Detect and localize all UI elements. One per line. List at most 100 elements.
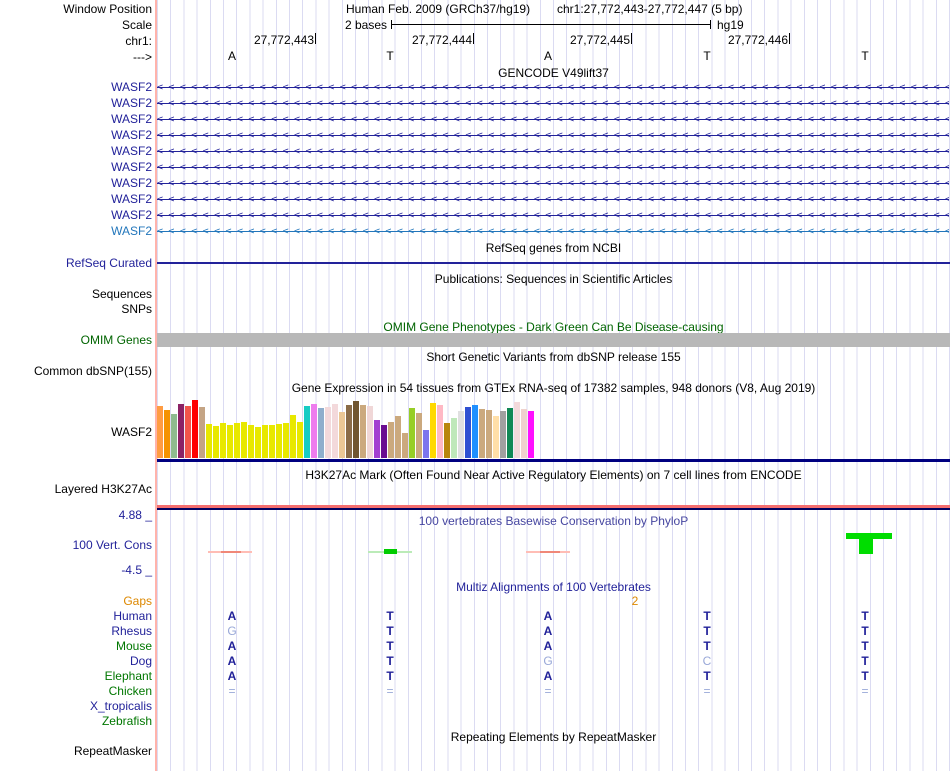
gtex-tissue-bar[interactable]	[332, 404, 338, 458]
gene-intron-arrows[interactable]: <<<<<<<<<<<<<<<<<<<<<<<<<<<<<<<<<<<<<<<<…	[157, 178, 949, 189]
gene-label[interactable]: WASF2	[111, 160, 152, 174]
aln-base-rhesus[interactable]: A	[543, 624, 553, 638]
gene-label[interactable]: WASF2	[111, 208, 152, 222]
multiz-species-dog[interactable]: Dog	[129, 654, 152, 668]
repeatmasker-track-title[interactable]: Repeating Elements by RepeatMasker	[450, 730, 657, 744]
gtex-tissue-bar[interactable]	[290, 415, 296, 458]
aln-base-human[interactable]: T	[386, 609, 394, 623]
gtex-tissue-bar[interactable]	[367, 406, 373, 458]
gtex-tissue-bar[interactable]	[234, 423, 240, 458]
gtex-tissue-bar[interactable]	[227, 425, 233, 458]
gtex-tissue-bar[interactable]	[185, 406, 191, 458]
gtex-tissue-bar[interactable]	[402, 433, 408, 458]
phylop-mark-pos-bar-top[interactable]	[846, 533, 892, 539]
omim-gene-bar[interactable]	[157, 333, 950, 347]
gtex-tissue-bar[interactable]	[178, 404, 184, 458]
gtex-tissue-bar[interactable]	[304, 406, 310, 458]
gtex-tissue-bar[interactable]	[381, 425, 387, 458]
gtex-tissue-bar[interactable]	[220, 423, 226, 458]
aln-base-human[interactable]: A	[227, 609, 237, 623]
aln-base-chicken[interactable]: =	[703, 684, 711, 698]
gencode-gene-row[interactable]: WASF2 <<<<<<<<<<<<<<<<<<<<<<<<<<<<<<<<<<<…	[0, 176, 950, 191]
aln-base-rhesus[interactable]: G	[227, 624, 237, 638]
multiz-track-title[interactable]: Multiz Alignments of 100 Vertebrates	[456, 580, 651, 594]
aln-base-elephant[interactable]: T	[861, 669, 869, 683]
gencode-gene-row[interactable]: WASF2 <<<<<<<<<<<<<<<<<<<<<<<<<<<<<<<<<<<…	[0, 96, 950, 111]
gtex-tissue-bar[interactable]	[430, 403, 436, 458]
aln-base-human[interactable]: T	[703, 609, 711, 623]
aln-base-chicken[interactable]: =	[544, 684, 552, 698]
gencode-gene-row[interactable]: WASF2 <<<<<<<<<<<<<<<<<<<<<<<<<<<<<<<<<<<…	[0, 160, 950, 175]
aln-base-human[interactable]: A	[543, 609, 553, 623]
gencode-gene-row[interactable]: WASF2 <<<<<<<<<<<<<<<<<<<<<<<<<<<<<<<<<<<…	[0, 112, 950, 127]
aln-base-dog[interactable]: T	[386, 654, 394, 668]
gene-intron-arrows[interactable]: <<<<<<<<<<<<<<<<<<<<<<<<<<<<<<<<<<<<<<<<…	[157, 98, 949, 109]
gtex-tissue-bar[interactable]	[458, 411, 464, 458]
phylop-mark-neg-dash-core-1[interactable]	[221, 551, 241, 553]
gtex-tissue-bar[interactable]	[199, 407, 205, 458]
base-letter[interactable]: A	[543, 49, 552, 63]
gtex-expression-barchart[interactable]	[157, 396, 950, 458]
gtex-tissue-bar[interactable]	[423, 430, 429, 458]
gtex-tissue-bar[interactable]	[360, 405, 366, 458]
gene-intron-arrows[interactable]: <<<<<<<<<<<<<<<<<<<<<<<<<<<<<<<<<<<<<<<<…	[157, 162, 949, 173]
gencode-gene-row[interactable]: WASF2 <<<<<<<<<<<<<<<<<<<<<<<<<<<<<<<<<<<…	[0, 192, 950, 207]
multiz-species-mouse[interactable]: Mouse	[115, 639, 152, 653]
dbsnp-track-title[interactable]: Short Genetic Variants from dbSNP releas…	[426, 350, 681, 364]
layered-h3k27ac-label[interactable]: Layered H3K27Ac	[54, 482, 152, 496]
base-letter[interactable]: A	[227, 49, 236, 63]
snps-label[interactable]: SNPs	[121, 302, 152, 316]
h3k27ac-track-title[interactable]: H3K27Ac Mark (Often Found Near Active Re…	[305, 468, 802, 482]
phylop-mark-pos-bar-stem[interactable]	[859, 539, 873, 554]
aln-base-human[interactable]: T	[861, 609, 869, 623]
gencode-gene-row[interactable]: WASF2 <<<<<<<<<<<<<<<<<<<<<<<<<<<<<<<<<<<…	[0, 224, 950, 239]
gtex-tissue-bar[interactable]	[472, 405, 478, 458]
gene-intron-arrows[interactable]: <<<<<<<<<<<<<<<<<<<<<<<<<<<<<<<<<<<<<<<<…	[157, 210, 949, 221]
gencode-gene-row[interactable]: WASF2 <<<<<<<<<<<<<<<<<<<<<<<<<<<<<<<<<<<…	[0, 144, 950, 159]
gtex-tissue-bar[interactable]	[444, 423, 450, 458]
gtex-tissue-bar[interactable]	[339, 412, 345, 458]
aln-base-elephant[interactable]: T	[386, 669, 394, 683]
gene-intron-arrows[interactable]: <<<<<<<<<<<<<<<<<<<<<<<<<<<<<<<<<<<<<<<<…	[157, 146, 949, 157]
aln-base-dog[interactable]: T	[861, 654, 869, 668]
gene-intron-arrows[interactable]: <<<<<<<<<<<<<<<<<<<<<<<<<<<<<<<<<<<<<<<<…	[157, 226, 949, 237]
gtex-tissue-bar[interactable]	[248, 425, 254, 458]
repeatmasker-label[interactable]: RepeatMasker	[73, 744, 152, 758]
aln-base-mouse[interactable]: A	[227, 639, 237, 653]
gene-label[interactable]: WASF2	[111, 192, 152, 206]
gene-intron-arrows[interactable]: <<<<<<<<<<<<<<<<<<<<<<<<<<<<<<<<<<<<<<<<…	[157, 82, 949, 93]
aln-base-elephant[interactable]: A	[543, 669, 553, 683]
gtex-tissue-bar[interactable]	[500, 411, 506, 458]
gene-label[interactable]: WASF2	[111, 176, 152, 190]
aln-base-chicken[interactable]: =	[861, 684, 869, 698]
multiz-species-human[interactable]: Human	[113, 609, 152, 623]
aln-base-mouse[interactable]: A	[543, 639, 553, 653]
gtex-tissue-bar[interactable]	[297, 422, 303, 458]
gtex-tissue-bar[interactable]	[346, 405, 352, 458]
gtex-tissue-bar[interactable]	[325, 407, 331, 458]
refseq-gene-line[interactable]	[157, 262, 950, 264]
gtex-tissue-bar[interactable]	[395, 416, 401, 458]
gtex-tissue-bar[interactable]	[157, 406, 163, 458]
gene-intron-arrows[interactable]: <<<<<<<<<<<<<<<<<<<<<<<<<<<<<<<<<<<<<<<<…	[157, 114, 949, 125]
multiz-species-chicken[interactable]: Chicken	[108, 684, 152, 698]
gene-label[interactable]: WASF2	[111, 80, 152, 94]
gene-intron-arrows[interactable]: <<<<<<<<<<<<<<<<<<<<<<<<<<<<<<<<<<<<<<<<…	[157, 130, 949, 141]
multiz-species-rhesus[interactable]: Rhesus	[111, 624, 152, 638]
gtex-gene-label[interactable]: WASF2	[111, 425, 152, 439]
gencode-gene-row[interactable]: WASF2 <<<<<<<<<<<<<<<<<<<<<<<<<<<<<<<<<<<…	[0, 128, 950, 143]
common-dbsnp-label[interactable]: Common dbSNP(155)	[33, 364, 152, 378]
gtex-tissue-bar[interactable]	[164, 410, 170, 458]
sequences-label[interactable]: Sequences	[91, 287, 152, 301]
vert-cons-label[interactable]: 100 Vert. Cons	[72, 538, 152, 552]
multiz-species-x_tropicalis[interactable]: X_tropicalis	[89, 699, 152, 713]
aln-base-mouse[interactable]: T	[703, 639, 711, 653]
gene-label[interactable]: WASF2	[111, 224, 152, 238]
gtex-tissue-bar[interactable]	[451, 418, 457, 458]
gtex-tissue-bar[interactable]	[409, 408, 415, 458]
base-letter[interactable]: T	[386, 49, 394, 63]
gene-intron-arrows[interactable]: <<<<<<<<<<<<<<<<<<<<<<<<<<<<<<<<<<<<<<<<…	[157, 194, 949, 205]
aln-base-rhesus[interactable]: T	[386, 624, 394, 638]
aln-base-rhesus[interactable]: T	[703, 624, 711, 638]
gencode-gene-row[interactable]: WASF2 <<<<<<<<<<<<<<<<<<<<<<<<<<<<<<<<<<<…	[0, 80, 950, 95]
